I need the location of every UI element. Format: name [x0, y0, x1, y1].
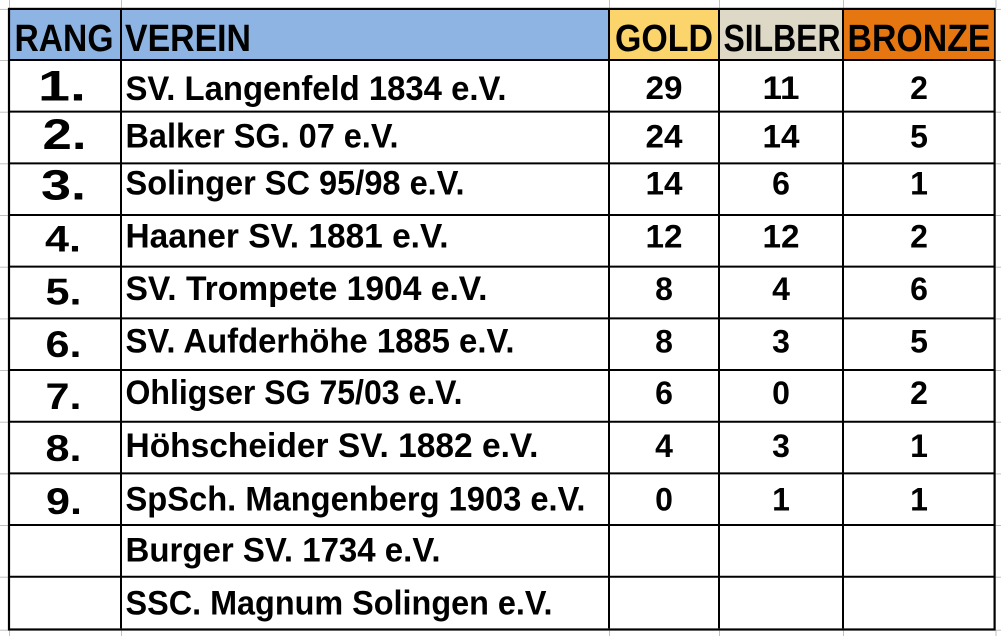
svg-text:Ohligser SG 75/03 e.V.: Ohligser SG 75/03 e.V.	[126, 374, 463, 412]
svg-text:RANG: RANG	[15, 18, 114, 60]
svg-text:14: 14	[646, 166, 683, 202]
svg-text:0: 0	[655, 481, 673, 517]
svg-text:3: 3	[772, 428, 790, 464]
svg-text:2: 2	[910, 375, 928, 411]
svg-text:11: 11	[763, 70, 800, 106]
svg-text:6.: 6.	[46, 323, 82, 365]
svg-text:2.: 2.	[43, 111, 87, 159]
svg-text:SpSch. Mangenberg 1903 e.V.: SpSch. Mangenberg 1903 e.V.	[126, 480, 586, 518]
svg-text:Balker SG. 07 e.V.: Balker SG. 07 e.V.	[126, 117, 399, 155]
svg-text:14: 14	[763, 118, 800, 154]
svg-text:12: 12	[763, 218, 800, 254]
svg-text:3.: 3.	[41, 161, 86, 209]
svg-text:9.: 9.	[46, 480, 82, 522]
svg-text:1: 1	[772, 481, 790, 517]
svg-text:6: 6	[910, 271, 928, 307]
svg-text:SSC. Magnum Solingen e.V.: SSC. Magnum Solingen e.V.	[126, 584, 553, 622]
svg-text:2: 2	[910, 70, 928, 106]
svg-text:4: 4	[655, 428, 673, 464]
svg-text:8: 8	[655, 323, 673, 359]
svg-text:1.: 1.	[38, 63, 86, 111]
svg-text:8.: 8.	[46, 427, 82, 469]
svg-text:7.: 7.	[46, 375, 82, 417]
svg-text:29: 29	[646, 70, 683, 106]
svg-text:Haaner SV. 1881 e.V.: Haaner SV. 1881 e.V.	[126, 217, 449, 255]
svg-text:5: 5	[910, 118, 928, 154]
svg-text:VEREIN: VEREIN	[125, 18, 251, 60]
svg-text:3: 3	[772, 323, 790, 359]
svg-text:Solinger SC 95/98 e.V.: Solinger SC 95/98 e.V.	[126, 165, 465, 203]
svg-text:Burger SV. 1734 e.V.: Burger SV. 1734 e.V.	[126, 532, 441, 570]
svg-text:2: 2	[910, 218, 928, 254]
svg-text:12: 12	[646, 218, 683, 254]
svg-text:1: 1	[910, 481, 928, 517]
svg-text:5: 5	[910, 323, 928, 359]
svg-text:5.: 5.	[46, 270, 82, 312]
svg-text:BRONZE: BRONZE	[848, 18, 991, 60]
svg-text:24: 24	[646, 118, 683, 154]
svg-text:Höhscheider SV. 1882 e.V.: Höhscheider SV. 1882 e.V.	[126, 427, 539, 465]
svg-text:SV. Langenfeld 1834 e.V.: SV. Langenfeld 1834 e.V.	[126, 70, 507, 108]
svg-text:6: 6	[772, 166, 790, 202]
svg-text:0: 0	[772, 375, 790, 411]
svg-text:GOLD: GOLD	[615, 18, 713, 60]
svg-text:4: 4	[772, 271, 790, 307]
svg-text:SV. Trompete 1904 e.V.: SV. Trompete 1904 e.V.	[126, 270, 488, 308]
svg-text:6: 6	[655, 375, 673, 411]
svg-text:1: 1	[910, 166, 928, 202]
svg-text:SILBER: SILBER	[724, 18, 841, 60]
svg-text:SV. Aufderhöhe 1885 e.V.: SV. Aufderhöhe 1885 e.V.	[126, 322, 515, 360]
svg-text:1: 1	[910, 428, 928, 464]
svg-text:4.: 4.	[45, 217, 81, 259]
svg-text:8: 8	[655, 271, 673, 307]
